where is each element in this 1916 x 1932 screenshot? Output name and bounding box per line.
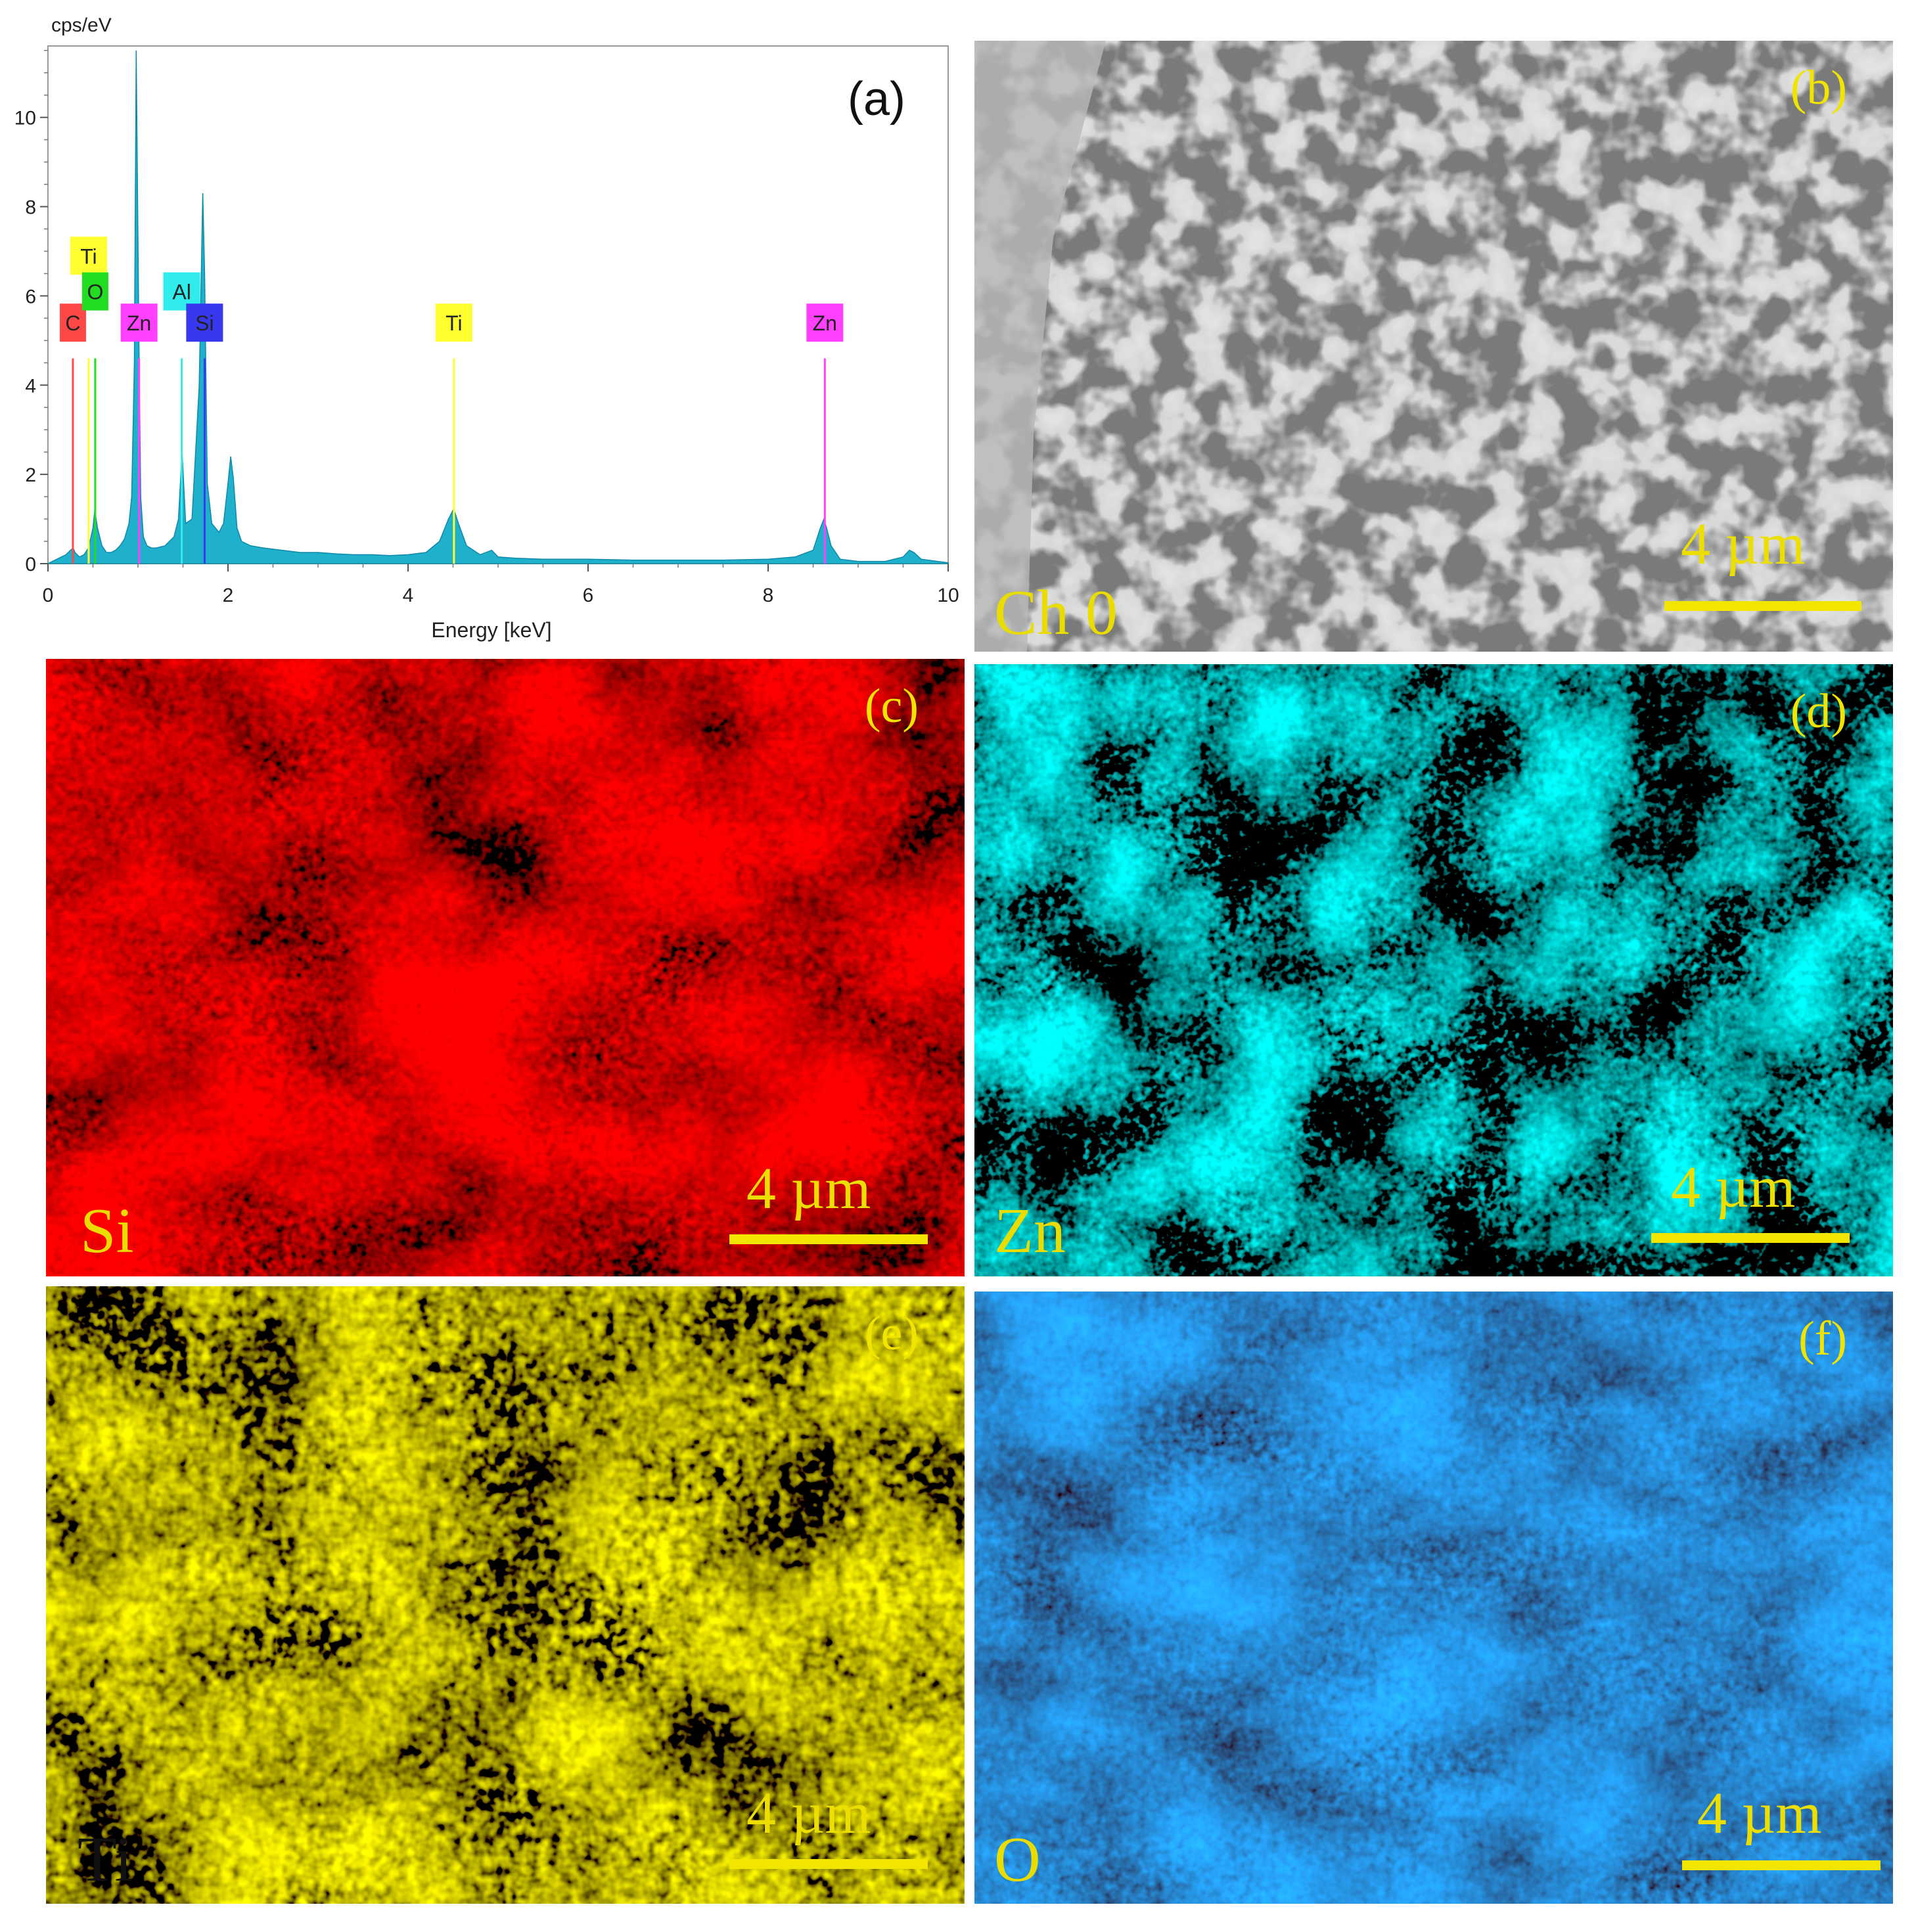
element-label-box [81,272,108,311]
scale-bar-label: 4 µm [1697,1781,1822,1846]
scale-bar-label: 4 µm [746,1156,871,1221]
sem-image-panel: (b) Ch 0 4 µm [974,41,1893,652]
o-element-map [974,1292,1893,1904]
element-label: C [65,311,80,335]
scale-bar [1664,601,1861,611]
x-tick-label: 4 [403,585,414,606]
element-label: Ti [80,244,97,268]
y-tick-label: 10 [14,108,36,129]
y-tick-label: 4 [25,375,36,397]
y-tick-label: 2 [25,464,36,486]
element-label-si: Si [80,1196,134,1267]
element-label-ti: Ti [78,1824,133,1895]
panel-tag-f: (f) [1798,1312,1847,1366]
zn-map-panel: (d) Zn 4 µm [974,664,1893,1276]
x-tick-label: 10 [937,585,959,606]
element-label: Al [172,281,191,304]
scale-bar-label: 4 µm [1681,512,1806,577]
scale-bar [1651,1233,1850,1243]
spectrum-panel: C Ti O Zn Al Si Ti Zn 0 2 4 6 8 10 0 2 4 6 8 10 cps/eV Energy… [0,0,966,657]
element-label: Zn [813,311,837,335]
ti-map-panel: (e) Ti 4 µm [46,1286,965,1904]
element-label: Si [195,311,214,335]
y-axis-label: cps/eV [51,14,112,36]
element-label: O [87,281,103,304]
spectrum-area [47,50,949,564]
y-tick-label: 8 [25,197,36,219]
element-label-box [120,303,158,342]
panel-tag-a: (a) [848,73,905,125]
panel-tag-c: (c) [864,679,919,733]
si-map-panel: (c) Si 4 µm [46,659,965,1276]
x-tick-label: 8 [763,585,774,606]
element-label-box [59,303,86,342]
scale-bar-label: 4 µm [1671,1155,1796,1220]
element-label-box [806,303,844,342]
o-map-panel: (f) O 4 µm [974,1292,1893,1904]
element-label-box [70,236,107,275]
element-label-box [186,303,223,342]
y-tick-label: 0 [25,554,36,575]
ti-element-map [46,1286,965,1904]
y-tick-label: 6 [25,286,36,307]
element-label-box [435,303,472,342]
panel-tag-e: (e) [864,1307,919,1360]
panel-tag-d: (d) [1790,685,1847,738]
element-label: Zn [127,311,151,335]
x-tick-label: 2 [223,585,234,606]
channel-label: Ch 0 [994,577,1118,648]
element-label-zn: Zn [994,1196,1066,1267]
zn-element-map [974,664,1893,1276]
element-label-o: O [994,1824,1041,1895]
x-tick-label: 6 [583,585,594,606]
scale-bar [729,1234,928,1244]
scale-bar [729,1859,928,1869]
scale-bar-label: 4 µm [746,1781,871,1846]
sem-micrograph [974,41,1893,652]
x-tick-label: 0 [43,585,54,606]
x-axis-label: Energy [keV] [431,618,551,642]
element-label: Ti [445,311,462,335]
si-element-map [46,659,965,1276]
scale-bar [1682,1860,1881,1870]
panel-tag-b: (b) [1790,61,1847,115]
